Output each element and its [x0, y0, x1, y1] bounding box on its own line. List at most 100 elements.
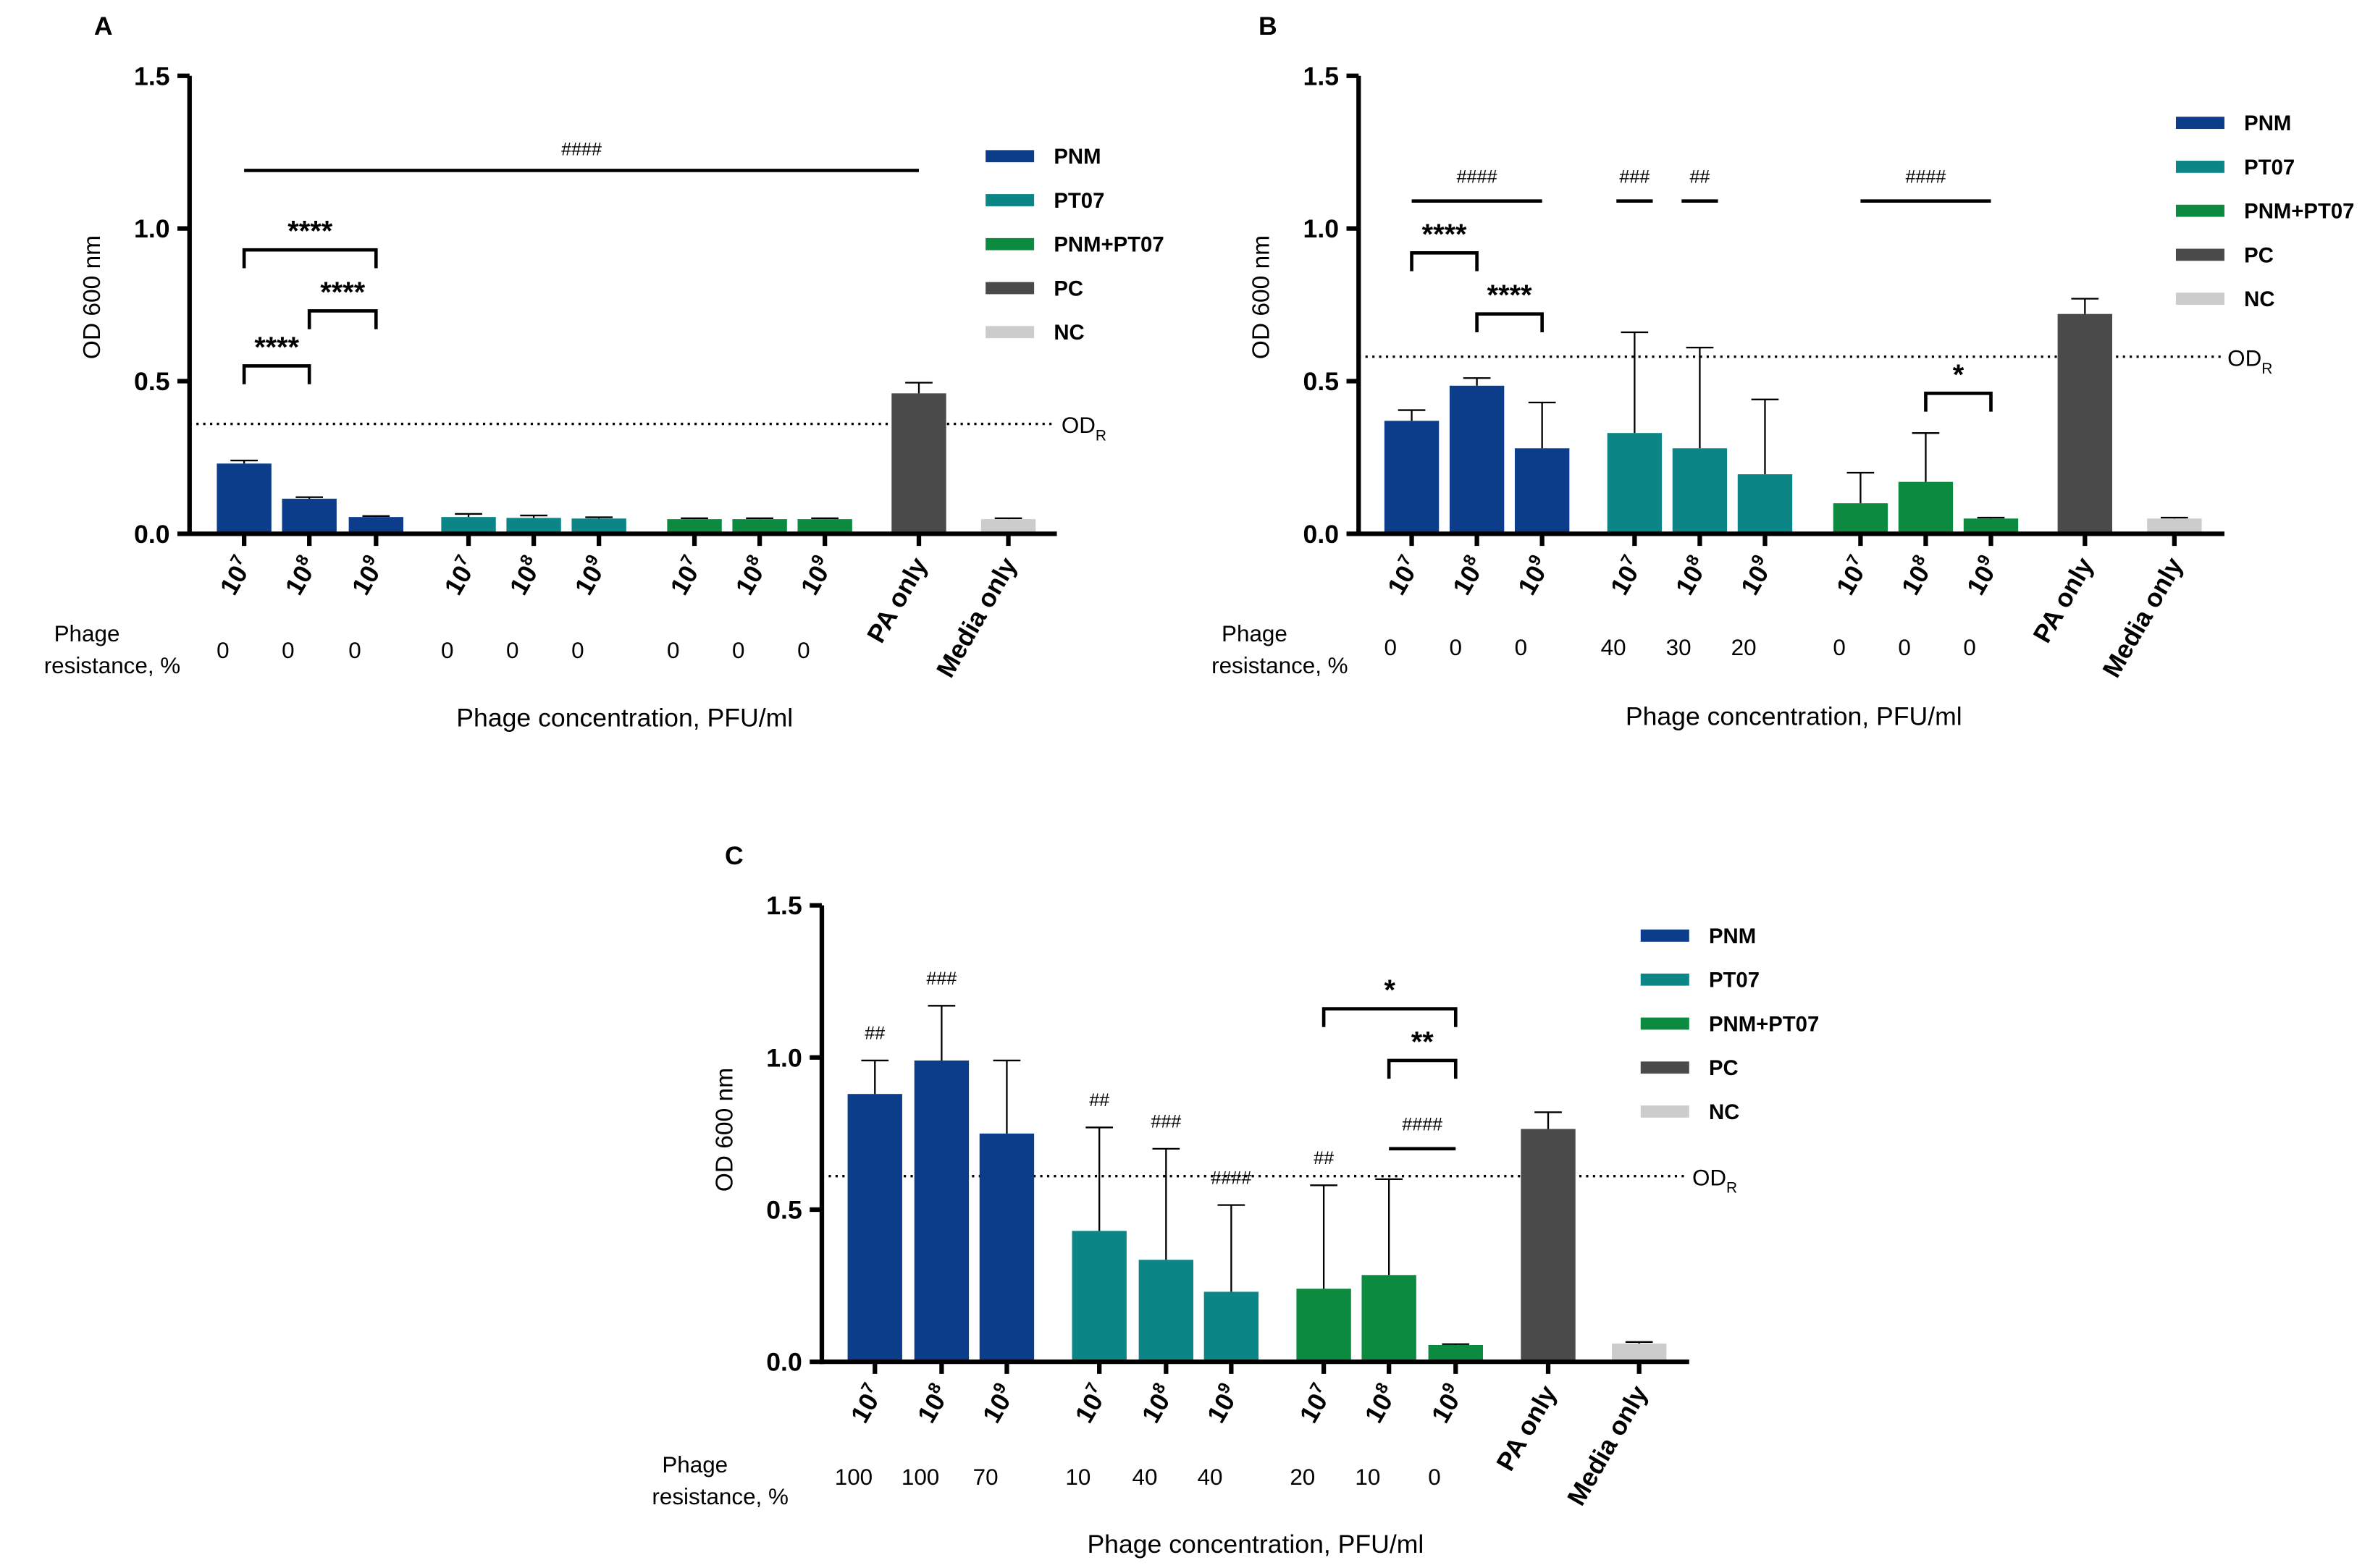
legend-swatch: [1640, 1105, 1689, 1118]
resistance-label: Phage: [1222, 621, 1287, 646]
resistance-value: 0: [667, 638, 679, 663]
significance-label: ###: [1619, 167, 1650, 187]
legend-swatch: [986, 282, 1035, 295]
resistance-value: 0: [797, 638, 810, 663]
resistance-label: resistance, %: [652, 1484, 788, 1509]
resistance-value: 40: [1133, 1464, 1158, 1490]
bar-significance-mark: ##: [1314, 1148, 1334, 1168]
y-tick-label: 1.5: [134, 62, 169, 90]
bar: [1898, 481, 1954, 534]
bar: [282, 498, 337, 534]
legend-label: PT07: [1054, 189, 1104, 213]
y-tick-label: 0.5: [1303, 367, 1339, 396]
bar: [797, 519, 852, 534]
bar: [891, 393, 946, 534]
resistance-value: 10: [1355, 1464, 1380, 1490]
bar: [2147, 518, 2202, 534]
legend-swatch: [1640, 1061, 1689, 1074]
y-tick-label: 0.5: [766, 1195, 802, 1224]
resistance-value: 0: [1428, 1464, 1440, 1490]
legend-label: PNM+PT07: [1709, 1012, 1819, 1036]
bar: [1737, 474, 1793, 534]
resistance-value: 10: [1065, 1464, 1091, 1490]
bar: [1203, 1291, 1259, 1362]
resistance-value: 70: [973, 1464, 999, 1490]
x-axis-label: Phage concentration, PFU/ml: [456, 703, 793, 732]
significance-bracket: [1410, 251, 1479, 271]
bar: [348, 517, 404, 534]
resistance-value: 40: [1198, 1464, 1223, 1490]
legend-label: PC: [1709, 1056, 1739, 1080]
bar: [217, 463, 272, 534]
bar: [441, 517, 496, 534]
legend-label: PT07: [1709, 969, 1760, 992]
resistance-value: 0: [1384, 635, 1397, 660]
bar: [2057, 313, 2113, 534]
bar-significance-mark: ####: [1211, 1168, 1251, 1188]
y-tick-label: 0.0: [134, 520, 169, 549]
significance-bracket: [1321, 1007, 1458, 1027]
x-axis-label: Phage concentration, PFU/ml: [1087, 1530, 1424, 1559]
legend-label: NC: [2244, 287, 2274, 311]
legend-swatch: [986, 237, 1035, 250]
legend-label: PC: [1054, 277, 1083, 300]
y-tick-label: 1.0: [134, 214, 169, 243]
bar: [1514, 448, 1570, 534]
significance-bracket: [307, 309, 378, 329]
y-axis-label: OD 600 nm: [79, 235, 106, 359]
y-axis-label: OD 600 nm: [1248, 235, 1275, 359]
significance-label: ****: [320, 277, 365, 308]
significance-bracket: [242, 364, 311, 384]
legend-label: PT07: [2244, 156, 2295, 180]
significance-label: ****: [1487, 279, 1532, 311]
significance-label: **: [1411, 1026, 1434, 1058]
bar: [571, 518, 626, 534]
legend-swatch: [2175, 292, 2224, 305]
bar: [980, 519, 1036, 534]
bar: [847, 1094, 902, 1362]
bar: [1449, 385, 1505, 534]
bar-significance-mark: ###: [926, 969, 957, 989]
resistance-value: 0: [1963, 635, 1975, 660]
significance-label: ****: [1422, 219, 1467, 250]
resistance-value: 0: [348, 638, 361, 663]
threshold-label: ODR: [2227, 345, 2272, 376]
legend-label: PNM: [1054, 145, 1101, 169]
resistance-value: 0: [506, 638, 518, 663]
bar: [1428, 1344, 1483, 1362]
legend-label: PNM: [1709, 924, 1756, 948]
y-tick-label: 1.0: [766, 1043, 802, 1072]
significance-label: ##: [1689, 167, 1710, 187]
resistance-label: Phage: [662, 1452, 728, 1478]
legend-swatch: [2175, 204, 2224, 217]
bar: [506, 518, 561, 534]
resistance-value: 0: [732, 638, 744, 663]
legend-label: NC: [1709, 1100, 1739, 1124]
significance-label: ####: [1905, 167, 1946, 187]
significance-bracket: [242, 248, 378, 269]
bar-significance-mark: ##: [865, 1024, 885, 1044]
resistance-value: 40: [1601, 635, 1626, 660]
significance-bracket: [1475, 312, 1544, 333]
resistance-value: 0: [282, 638, 294, 663]
panel-letter: A: [94, 12, 113, 41]
legend-swatch: [986, 326, 1035, 339]
y-tick-label: 0.5: [134, 367, 169, 396]
significance-label: *: [1384, 974, 1395, 1006]
resistance-value: 100: [902, 1464, 939, 1490]
resistance-value: 20: [1731, 635, 1757, 660]
significance-label: *: [1953, 359, 1965, 391]
significance-label: ####: [1457, 167, 1497, 187]
y-tick-label: 1.0: [1303, 214, 1339, 243]
significance-label: ####: [1402, 1115, 1442, 1135]
resistance-value: 0: [1515, 635, 1527, 660]
y-tick-label: 0.0: [766, 1348, 802, 1377]
x-axis-label: Phage concentration, PFU/ml: [1626, 701, 1962, 730]
significance-bracket: [1387, 1058, 1458, 1079]
significance-bracket: [1924, 392, 1993, 412]
threshold-label: ODR: [1062, 413, 1106, 444]
significance-label: ****: [254, 332, 299, 363]
resistance-label: resistance, %: [44, 653, 180, 678]
resistance-value: 0: [571, 638, 584, 663]
